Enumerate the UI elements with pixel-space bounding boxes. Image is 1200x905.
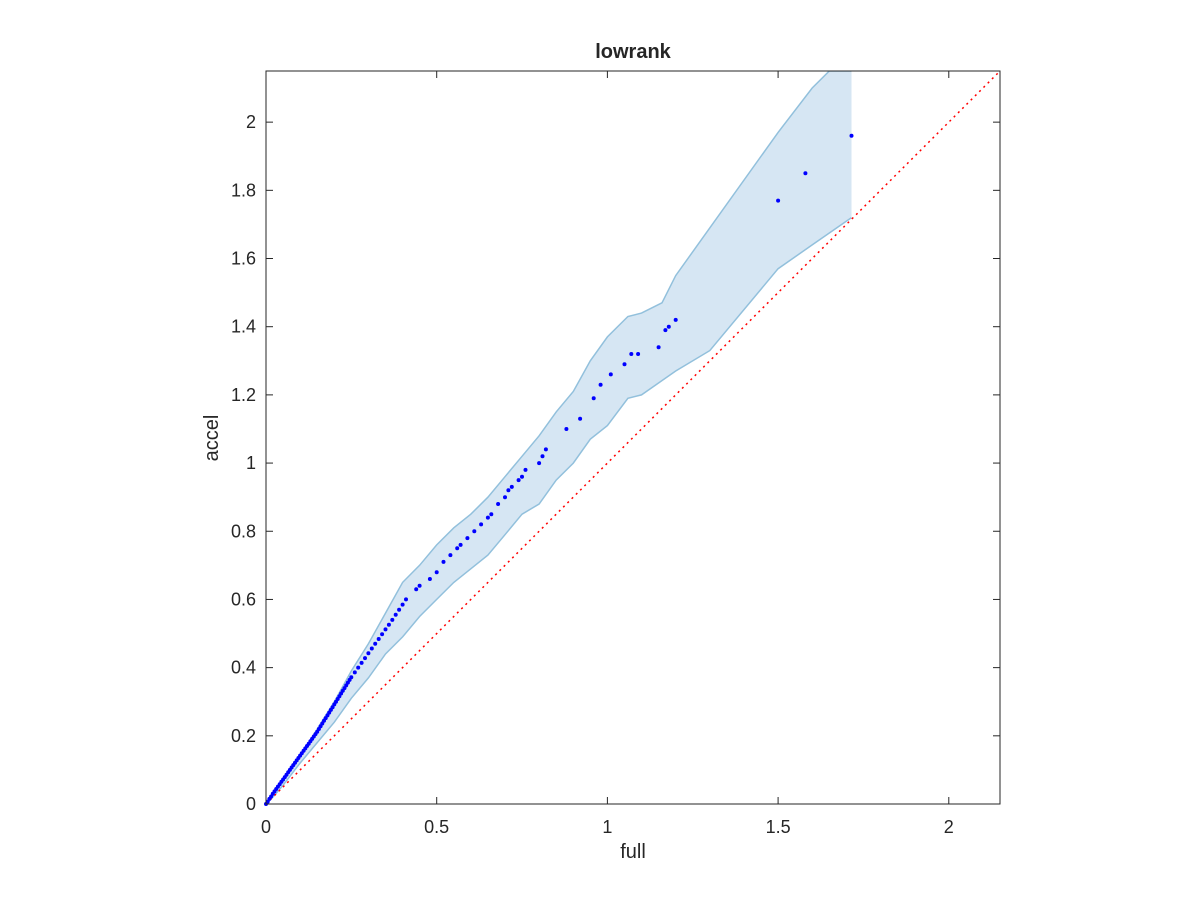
y-tick-label: 1.2 bbox=[231, 385, 256, 405]
x-tick-label: 1.5 bbox=[766, 817, 791, 837]
x-axis-label: full bbox=[620, 841, 646, 863]
data-point bbox=[465, 536, 470, 541]
ticks-layer: 0 0.5 1 1.5 2 0 0.2 0.4 0.6 0.8 1 1.2 1.4 1.6 1.8 2 bbox=[231, 71, 1000, 837]
data-point bbox=[356, 665, 361, 670]
data-point bbox=[608, 372, 613, 377]
identity-reference-line bbox=[266, 71, 1000, 804]
data-point bbox=[380, 632, 385, 637]
data-point bbox=[598, 382, 603, 387]
x-tick-label: 2 bbox=[944, 817, 954, 837]
data-point bbox=[369, 646, 374, 651]
data-point bbox=[622, 362, 627, 367]
data-point bbox=[414, 587, 419, 592]
y-tick-label: 0.2 bbox=[231, 726, 256, 746]
data-point bbox=[663, 328, 668, 333]
data-point bbox=[441, 559, 446, 564]
y-tick-label: 0.8 bbox=[231, 521, 256, 541]
data-point bbox=[349, 675, 354, 680]
y-tick-label: 1.6 bbox=[231, 249, 256, 269]
x-tick-label: 0 bbox=[261, 817, 271, 837]
data-point bbox=[666, 324, 671, 329]
data-point bbox=[506, 488, 511, 493]
data-point bbox=[359, 660, 364, 665]
data-point bbox=[849, 133, 854, 138]
data-point bbox=[427, 577, 432, 581]
data-point bbox=[540, 454, 545, 459]
data-point bbox=[363, 656, 367, 661]
data-point bbox=[564, 427, 569, 431]
y-tick-label: 0 bbox=[246, 794, 256, 814]
data-point bbox=[503, 495, 507, 500]
data-point bbox=[629, 352, 634, 356]
y-tick-label: 1.8 bbox=[231, 180, 256, 200]
data-point bbox=[417, 583, 422, 588]
data-point bbox=[397, 607, 402, 612]
y-tick-label: 0.4 bbox=[231, 658, 256, 678]
scatter-points-layer bbox=[264, 133, 854, 806]
y-axis-label: accel bbox=[201, 415, 223, 462]
reference-line-layer bbox=[266, 71, 1000, 804]
data-point bbox=[373, 641, 378, 646]
data-point bbox=[776, 198, 781, 203]
data-point bbox=[485, 515, 490, 520]
x-tick-label: 1 bbox=[602, 817, 612, 837]
data-point bbox=[520, 474, 524, 479]
data-point bbox=[523, 467, 528, 472]
data-point bbox=[543, 447, 548, 452]
data-point bbox=[352, 670, 357, 675]
data-point bbox=[472, 529, 477, 534]
data-point bbox=[390, 617, 395, 622]
y-tick-label: 2 bbox=[246, 112, 256, 132]
data-point bbox=[404, 597, 408, 602]
data-point bbox=[479, 522, 484, 527]
data-point bbox=[455, 546, 460, 551]
data-point bbox=[591, 396, 596, 401]
data-point bbox=[393, 612, 398, 617]
data-point bbox=[386, 622, 391, 627]
data-point bbox=[400, 602, 405, 607]
y-tick-label: 1.4 bbox=[231, 317, 256, 337]
plot-box bbox=[265, 70, 1001, 805]
data-point bbox=[537, 461, 542, 466]
data-point bbox=[434, 570, 439, 575]
x-tick-label: 0.5 bbox=[424, 817, 449, 837]
band-lower-edge bbox=[266, 216, 852, 804]
data-point bbox=[383, 627, 388, 632]
data-point bbox=[458, 542, 463, 547]
data-point bbox=[636, 352, 641, 356]
data-point bbox=[509, 484, 514, 489]
y-tick-label: 0.6 bbox=[231, 589, 256, 609]
data-point bbox=[803, 171, 808, 176]
data-point bbox=[516, 478, 521, 483]
data-point bbox=[656, 345, 661, 350]
data-point bbox=[489, 512, 494, 517]
chart-title: lowrank bbox=[595, 41, 671, 63]
data-point bbox=[366, 651, 371, 656]
y-tick-label: 1 bbox=[246, 453, 256, 473]
data-point bbox=[578, 416, 583, 421]
axes-layer bbox=[265, 70, 1001, 805]
data-point bbox=[673, 317, 678, 322]
data-point bbox=[496, 502, 501, 506]
data-point bbox=[448, 553, 453, 558]
data-point bbox=[376, 637, 381, 641]
confidence-band bbox=[266, 71, 852, 804]
